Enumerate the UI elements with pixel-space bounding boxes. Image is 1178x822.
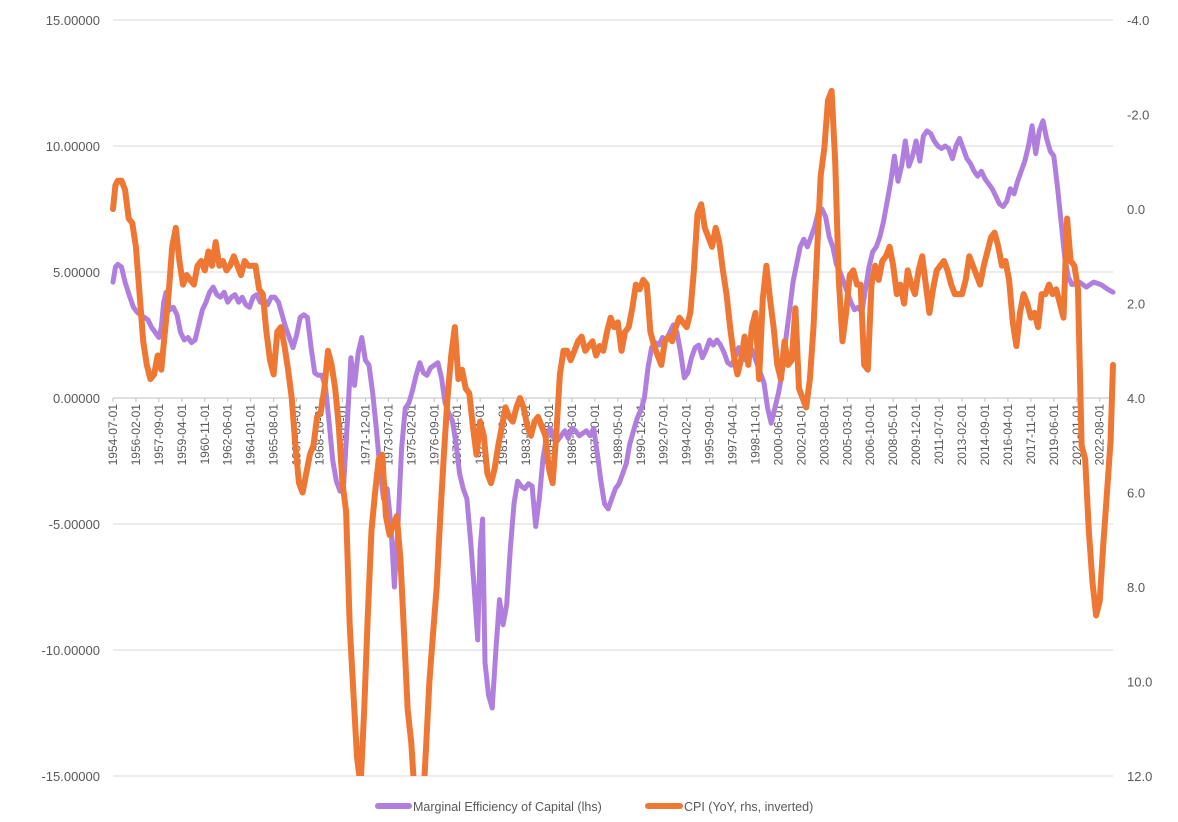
x-tick-label: 1959-04-01 — [175, 404, 189, 466]
x-tick-label: 1997-04-01 — [726, 404, 740, 466]
y-right-tick-label: 6.0 — [1127, 486, 1145, 501]
x-tick-label: 2013-02-01 — [955, 404, 969, 466]
y-right-tick-label: -4.0 — [1127, 13, 1149, 28]
x-tick-label: 2016-04-01 — [1001, 404, 1015, 466]
y-right-tick-label: 0.0 — [1127, 202, 1145, 217]
x-tick-label: 1995-09-01 — [703, 404, 717, 466]
left-y-axis-tick-labels: 15.00000 10.00000 5.00000 0.00000 -5.00000 -1… — [41, 13, 100, 784]
x-tick-label: 2005-03-01 — [840, 404, 854, 466]
x-tick-label: 2009-12-01 — [909, 404, 923, 466]
x-tick-label: 2019-06-01 — [1047, 404, 1061, 466]
x-tick-label: 2002-01-01 — [794, 404, 808, 466]
x-tick-label: 2017-11-01 — [1024, 404, 1038, 465]
x-tick-label: 2014-09-01 — [978, 404, 992, 466]
x-tick-label: 1989-05-01 — [611, 404, 625, 466]
y-right-tick-label: 2.0 — [1127, 297, 1145, 312]
x-tick-label: 2022-08-01 — [1093, 404, 1107, 466]
y-left-tick-label: -5.00000 — [49, 517, 100, 532]
x-tick-label: 1983-01-01 — [519, 404, 533, 466]
y-left-tick-label: 5.00000 — [53, 265, 100, 280]
x-tick-label: 1994-02-01 — [680, 404, 694, 466]
x-tick-label: 1998-11-01 — [749, 404, 763, 465]
x-tick-label: 2008-05-01 — [886, 404, 900, 466]
legend-label-mec: Marginal Efficiency of Capital (lhs) — [413, 800, 602, 814]
x-tick-label: 1957-09-01 — [152, 404, 166, 466]
y-right-tick-label: 8.0 — [1127, 580, 1145, 595]
x-tick-label: 1956-02-01 — [129, 404, 143, 466]
x-tick-label: 2011-07-01 — [932, 404, 946, 465]
x-tick-label: 1954-07-01 — [106, 404, 120, 466]
gridlines — [113, 19, 1113, 777]
y-left-tick-label: -10.00000 — [41, 643, 100, 658]
x-tick-label: 1992-07-01 — [657, 404, 671, 466]
x-tick-label: 2006-10-01 — [863, 404, 877, 466]
x-tick-label: 1976-09-01 — [427, 404, 441, 466]
x-tick-label: 2000-06-01 — [771, 404, 785, 466]
legend: Marginal Efficiency of Capital (lhs) CPI… — [375, 800, 813, 814]
y-right-tick-label: 10.0 — [1127, 675, 1152, 690]
y-left-tick-label: 0.00000 — [53, 391, 100, 406]
y-right-tick-label: -2.0 — [1127, 108, 1149, 123]
x-tick-label: 1975-02-01 — [404, 404, 418, 466]
y-right-tick-label: 12.0 — [1127, 769, 1152, 784]
x-tick-label: 1965-08-01 — [267, 404, 281, 466]
x-axis-tick-labels: 1954-07-01 1956-02-01 1957-09-01 1959-04-01… — [106, 398, 1107, 465]
y-left-tick-label: 10.00000 — [46, 139, 100, 154]
y-left-tick-label: -15.00000 — [41, 769, 100, 784]
series-line-cpi — [110, 87, 1116, 776]
y-right-tick-label: 4.0 — [1127, 391, 1145, 406]
x-tick-label: 1960-11-01 — [198, 404, 212, 465]
y-left-tick-label: 15.00000 — [46, 13, 100, 28]
x-tick-label: 1964-01-01 — [244, 404, 258, 466]
x-tick-label: 2003-08-01 — [817, 404, 831, 466]
legend-label-cpi: CPI (YoY, rhs, inverted) — [684, 800, 813, 814]
series-lines — [110, 87, 1116, 776]
x-tick-label: 1971-12-01 — [358, 404, 372, 466]
right-y-axis-tick-labels: -4.0 -2.0 0.0 2.0 4.0 6.0 8.0 10.0 12.0 — [1127, 13, 1152, 784]
x-tick-label: 1973-07-01 — [381, 404, 395, 466]
series-line-mec — [110, 118, 1116, 711]
x-tick-label: 1962-06-01 — [221, 404, 235, 466]
